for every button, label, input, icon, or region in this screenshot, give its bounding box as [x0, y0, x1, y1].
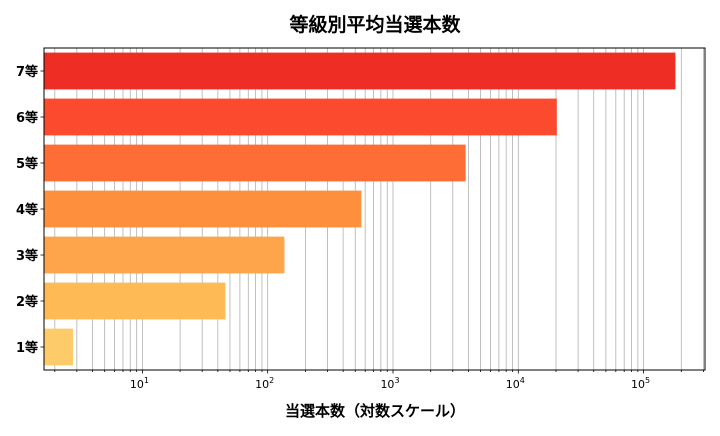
y-tick-label: 4等	[16, 202, 38, 218]
x-tick-label: 102	[255, 376, 274, 391]
y-tick-label: 1等	[16, 340, 38, 356]
x-tick-label: 101	[130, 376, 149, 391]
bar-5等	[44, 144, 466, 182]
y-tick-label: 5等	[16, 156, 38, 172]
bars	[44, 52, 676, 366]
x-tick-exponent: 1	[144, 376, 149, 385]
x-tick-exponent: 5	[645, 376, 650, 385]
bar-3等	[44, 236, 285, 274]
x-tick-exponent: 3	[394, 376, 399, 385]
bar-2等	[44, 282, 226, 320]
x-tick-label: 104	[506, 376, 525, 391]
x-tick-label: 105	[631, 376, 650, 391]
y-tick-label: 6等	[16, 110, 38, 126]
chart-title: 等級別平均当選本数	[288, 13, 461, 36]
x-axis: 101 102 103 104 105	[130, 376, 650, 391]
y-axis: 1等 2等 3等 4等 5等 6等 7等	[16, 64, 44, 356]
x-tick-label: 103	[380, 376, 399, 391]
y-tick-label: 3等	[16, 248, 38, 264]
bar-1等	[44, 328, 74, 366]
x-tick-exponent: 4	[520, 376, 525, 385]
bar-6等	[44, 98, 557, 136]
bar-4等	[44, 190, 362, 228]
y-tick-label: 7等	[16, 64, 38, 80]
x-axis-label: 当選本数（対数スケール）	[285, 402, 465, 420]
bar-7等	[44, 52, 676, 90]
y-tick-label: 2等	[16, 294, 38, 310]
x-tick-exponent: 2	[269, 376, 274, 385]
